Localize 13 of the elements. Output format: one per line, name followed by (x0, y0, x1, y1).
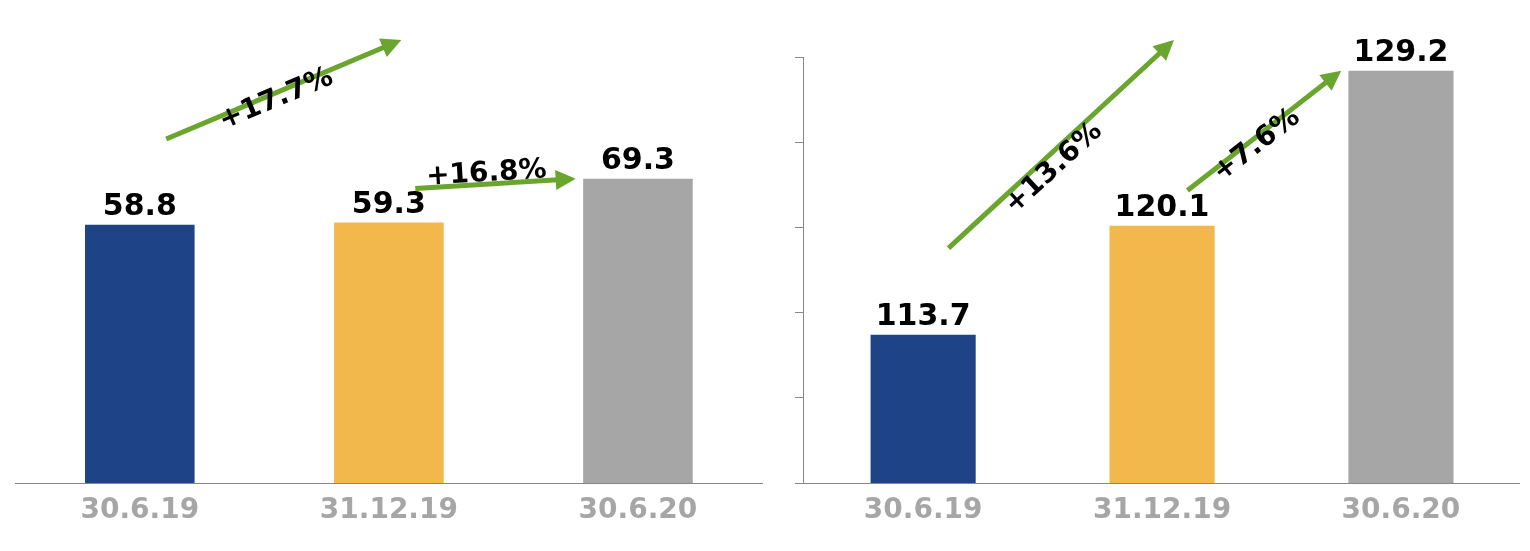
data-label: 59.3 (351, 184, 426, 220)
data-label: 58.8 (102, 186, 177, 222)
x-tick-label: 30.6.20 (1341, 491, 1461, 525)
x-tick-label: 30.6.19 (80, 491, 200, 525)
data-label: 129.2 (1353, 32, 1449, 68)
x-tick-label: 30.6.20 (578, 491, 698, 525)
data-label: 113.7 (875, 296, 971, 332)
x-tick-label: 31.12.19 (319, 491, 458, 525)
data-label: 69.3 (600, 140, 675, 176)
x-tick-label: 30.6.19 (863, 491, 983, 525)
data-label: 120.1 (1114, 187, 1210, 223)
annotation: +16.8% (425, 151, 548, 192)
x-tick-label: 31.12.19 (1092, 491, 1232, 525)
